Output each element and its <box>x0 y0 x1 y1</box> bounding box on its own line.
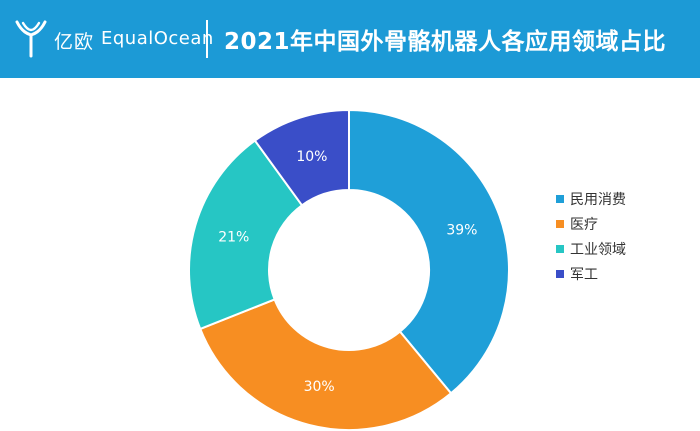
donut-slice-1 <box>348 108 510 395</box>
slice-data-label-2: 30% <box>304 379 335 395</box>
slice-data-label-3: 21% <box>218 230 249 246</box>
legend-label: 医疗 <box>570 216 598 233</box>
equalocean-logo-icon <box>15 20 47 58</box>
legend-item-3: 工业领域 <box>556 236 626 261</box>
header-bar: 亿欧 EqualOcean 2021年中国外骨骼机器人各应用领域占比 <box>0 0 700 78</box>
donut-slice-2 <box>198 298 453 431</box>
slice-data-label-4: 10% <box>296 149 327 165</box>
donut-slice-4 <box>253 108 350 207</box>
legend-swatch <box>556 219 564 228</box>
slice-data-label-1: 39% <box>446 222 477 238</box>
logo-text-en: EqualOcean <box>101 28 214 49</box>
legend-item-4: 军工 <box>556 261 626 286</box>
legend-swatch <box>556 194 564 203</box>
legend-item-2: 医疗 <box>556 211 626 236</box>
legend-swatch <box>556 244 564 253</box>
legend-label: 工业领域 <box>570 241 626 258</box>
donut-chart: 39% 30% 21% 10% <box>188 108 510 431</box>
legend-label: 军工 <box>570 266 598 283</box>
chart-legend: 民用消费医疗工业领域军工 <box>556 186 626 286</box>
donut-slice-3 <box>188 139 304 331</box>
header-divider <box>206 20 208 58</box>
legend-label: 民用消费 <box>570 191 626 208</box>
legend-item-1: 民用消费 <box>556 186 626 211</box>
page-title: 2021年中国外骨骼机器人各应用领域占比 <box>224 29 667 55</box>
logo-text-cn: 亿欧 <box>54 31 95 53</box>
legend-swatch <box>556 269 564 278</box>
